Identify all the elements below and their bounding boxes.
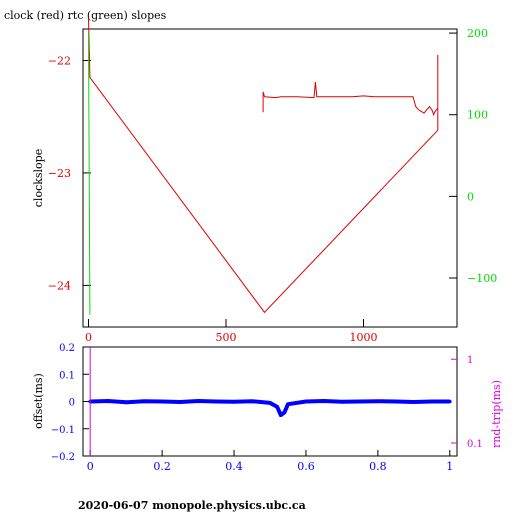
offset-point — [448, 399, 452, 404]
offset-point — [106, 399, 110, 403]
y2-tick-label: 1 — [467, 355, 473, 366]
top-bottom-axis: 0 500 1000 — [85, 319, 378, 344]
y-tick-label: −0.2 — [51, 452, 75, 463]
offset-point — [214, 399, 218, 404]
y-tick-label: −0.1 — [51, 425, 75, 436]
offset-point — [282, 410, 287, 415]
offset-point — [394, 399, 398, 404]
x-tick-label: 500 — [216, 331, 237, 344]
bottom-right-axis: 0.11 — [451, 355, 483, 450]
top-plot-frame — [82, 28, 458, 328]
x-tick-label: 0.2 — [153, 460, 171, 473]
y-tick-label: −24 — [48, 279, 71, 292]
y2-tick-label: 0 — [467, 190, 474, 203]
y-tick-label: −23 — [48, 167, 71, 180]
y2-tick-label: −100 — [467, 272, 497, 285]
offset-point — [160, 399, 164, 404]
y-tick-label: 0 — [69, 398, 75, 409]
top-series — [88, 17, 439, 315]
x-tick-label: 0 — [87, 460, 94, 473]
offset-point — [376, 399, 380, 404]
y2-tick-label: 200 — [467, 27, 488, 40]
series-clock-right-line — [262, 82, 439, 117]
x-tick-label: 1000 — [350, 331, 378, 344]
bottom-y2-axis-label: rnd-trip(ms) — [490, 380, 503, 448]
offset-point — [430, 399, 434, 404]
top-left-axis: −24 −23 −22 — [48, 54, 91, 292]
offset-point — [340, 399, 344, 404]
x-tick-label: 0 — [85, 331, 92, 344]
y2-tick-label: 100 — [467, 109, 488, 122]
x-tick-label: 0.6 — [297, 460, 315, 473]
y-tick-label: 0.1 — [59, 370, 75, 381]
offset-point — [358, 399, 362, 404]
offset-point — [278, 413, 283, 417]
footer-text: 2020-06-07 monopole.physics.ubc.ca — [78, 499, 306, 512]
x-tick-label: 0.8 — [369, 460, 387, 473]
bottom-bottom-axis: 0 0.2 0.4 0.6 0.8 1 — [87, 450, 453, 473]
offset-point — [124, 400, 128, 405]
offset-point — [412, 400, 416, 404]
y-tick-label: 0.2 — [59, 343, 75, 354]
series-offset-band — [90, 399, 450, 418]
bottom-panel: −0.2−0.100.10.2 0.11 0 0.2 0.4 0.6 0.8 1 offs… — [32, 343, 503, 473]
y-tick-label: −22 — [48, 54, 71, 67]
series-rtc-line — [88, 33, 91, 315]
series-clock-line — [88, 17, 439, 314]
offset-point — [275, 405, 279, 409]
offset-point — [232, 399, 236, 404]
top-y-axis-label: clockslope — [32, 149, 45, 207]
y2-tick-label: 0.1 — [467, 439, 483, 450]
top-right-axis: −100 0 100 200 — [449, 27, 497, 285]
offset-point — [304, 399, 308, 404]
bottom-series — [88, 347, 452, 456]
offset-point — [322, 399, 326, 403]
x-tick-label: 1 — [446, 460, 453, 473]
x-tick-label: 0.4 — [225, 460, 243, 473]
offset-point — [286, 402, 290, 407]
offset-point — [268, 401, 272, 405]
chart-title: clock (red) rtc (green) slopes — [4, 9, 167, 22]
bottom-y-axis-label: offset(ms) — [32, 373, 45, 429]
offset-point — [196, 399, 200, 403]
offset-point — [250, 399, 254, 404]
top-panel: −24 −23 −22 −100 0 100 200 0 500 1000 clockslop… — [32, 17, 497, 344]
bottom-left-axis: −0.2 −0.1 0 0.1 0.2 — [51, 343, 89, 463]
offset-point — [178, 400, 182, 404]
offset-point — [142, 399, 146, 404]
